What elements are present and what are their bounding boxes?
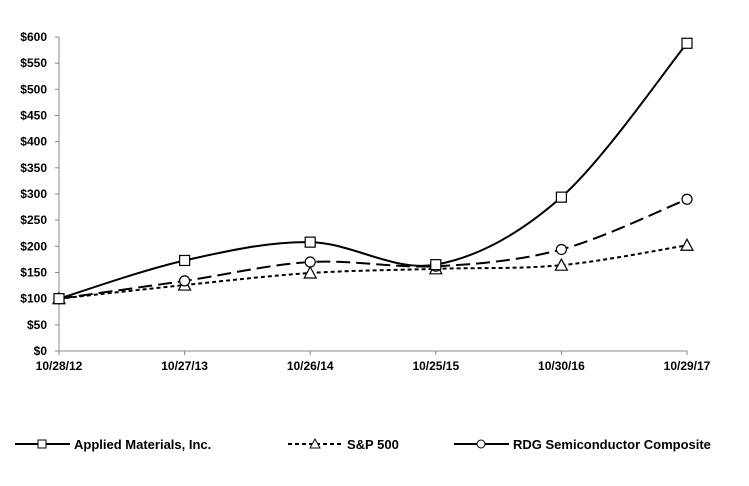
series-group xyxy=(51,37,695,305)
legend-label: Applied Materials, Inc. xyxy=(74,437,211,452)
y-tick-label: $450 xyxy=(20,109,47,123)
legend-item-applied-materials-inc: Applied Materials, Inc. xyxy=(15,437,211,452)
data-point-applied-materials-inc xyxy=(681,37,693,49)
series-line-applied-materials-inc xyxy=(58,42,688,300)
y-tick-label: $400 xyxy=(20,135,47,149)
y-tick-label: $100 xyxy=(20,292,47,306)
data-point-applied-materials-inc xyxy=(430,259,442,271)
x-tick-label: 10/27/13 xyxy=(161,359,208,373)
legend: Applied Materials, Inc. S&P 500 RDG Semico… xyxy=(15,437,711,452)
data-point-applied-materials-inc xyxy=(53,293,65,305)
legend-item-s-p-500: S&P 500 xyxy=(288,437,399,452)
data-point-s-p-500 xyxy=(303,265,318,279)
x-tick-label: 10/28/12 xyxy=(36,359,83,373)
data-point-applied-materials-inc xyxy=(179,254,191,267)
y-tick-label: $250 xyxy=(20,213,47,227)
y-tick-label: $550 xyxy=(20,56,47,70)
x-tick-label: 10/30/16 xyxy=(538,359,585,373)
data-point-s-p-500 xyxy=(554,257,569,271)
x-axis: 10/28/12 10/27/13 10/26/14 10/25/15 10/30/16… xyxy=(36,350,711,373)
series-line-rdg-semiconductor-composite xyxy=(58,198,688,300)
x-tick-label: 10/29/17 xyxy=(664,359,711,373)
y-tick-label: $150 xyxy=(20,266,47,280)
legend-marker-triangle-icon xyxy=(309,437,321,449)
series-line-s-p-500 xyxy=(58,244,688,300)
y-tick-label: $350 xyxy=(20,161,47,175)
y-axis: $0 $50 $100 $150 $200 $250 $300 $350 $400 $450 $50… xyxy=(20,30,60,358)
x-tick-label: 10/25/15 xyxy=(412,359,459,373)
y-tick-label: $200 xyxy=(20,239,47,253)
data-point-rdg-semiconductor-composite xyxy=(681,193,693,205)
data-point-applied-materials-inc xyxy=(555,191,568,203)
legend-item-rdg-semiconductor-composite: RDG Semiconductor Composite xyxy=(454,437,711,452)
data-point-s-p-500 xyxy=(679,238,695,251)
y-tick-label: $0 xyxy=(34,344,48,358)
x-tick-label: 10/26/14 xyxy=(287,359,334,373)
legend-label: RDG Semiconductor Composite xyxy=(513,437,711,452)
y-tick-label: $500 xyxy=(20,82,47,96)
data-point-rdg-semiconductor-composite xyxy=(304,256,316,268)
legend-marker-square-icon xyxy=(37,439,47,449)
y-tick-label: $300 xyxy=(20,187,47,201)
data-point-rdg-semiconductor-composite xyxy=(179,275,191,287)
y-tick-label: $600 xyxy=(20,30,47,44)
y-tick-label: $50 xyxy=(27,318,47,332)
data-point-applied-materials-inc xyxy=(304,236,316,248)
legend-label: S&P 500 xyxy=(347,437,399,452)
legend-marker-circle-icon xyxy=(476,439,486,449)
data-point-rdg-semiconductor-composite xyxy=(555,243,568,256)
